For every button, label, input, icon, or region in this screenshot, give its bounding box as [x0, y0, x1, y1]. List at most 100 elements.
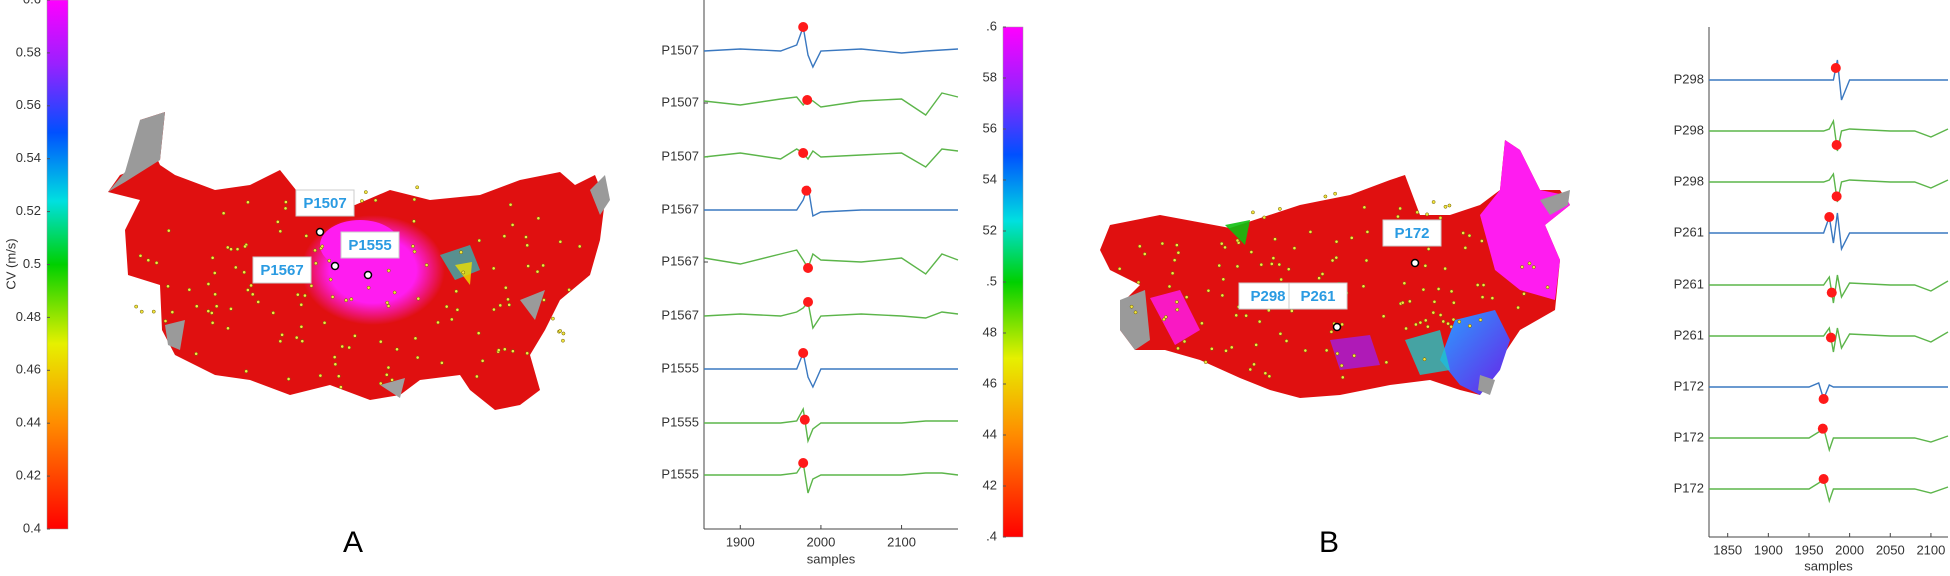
activation-marker	[801, 185, 812, 196]
map-point	[1142, 252, 1147, 256]
map-point	[1257, 319, 1262, 324]
trace-label: P172	[1674, 480, 1704, 495]
trace-label: P1567	[661, 201, 699, 216]
map-point	[412, 249, 417, 254]
map-anchor	[1332, 322, 1342, 332]
map-point	[444, 304, 449, 309]
map-label: P298	[1250, 288, 1285, 305]
map-point	[349, 297, 354, 302]
map-point	[1248, 367, 1253, 372]
map-point	[233, 265, 238, 270]
map-point	[1527, 261, 1532, 266]
colorbar-tick-label: 54	[983, 171, 997, 186]
map-point	[1423, 263, 1428, 268]
map-point	[1381, 314, 1386, 319]
map-point	[194, 304, 199, 309]
map-point	[1480, 295, 1485, 299]
map-point	[333, 362, 338, 367]
map-label-box	[1238, 282, 1298, 310]
map-point	[294, 335, 299, 340]
colorbar-tick-label: 0.58	[16, 44, 41, 59]
x-tick-label: 2000	[1835, 542, 1864, 557]
map-point	[1249, 250, 1254, 254]
colorbar-tick-label: 46	[983, 375, 997, 390]
map-point	[413, 336, 418, 341]
map-point	[412, 197, 417, 202]
activation-marker	[1826, 287, 1837, 298]
map-point	[1447, 203, 1452, 208]
map-point	[242, 270, 247, 275]
map-point	[1418, 320, 1423, 325]
trace-label: P1507	[661, 148, 699, 163]
map-point	[1217, 263, 1222, 268]
trace	[703, 300, 959, 330]
map-point	[378, 339, 383, 344]
map-point	[416, 296, 421, 301]
map-point	[392, 290, 397, 295]
map-point	[187, 287, 192, 292]
map-point	[256, 300, 261, 304]
map-point	[1408, 299, 1412, 304]
map-point	[1323, 194, 1328, 199]
map-point	[235, 247, 240, 251]
map-point	[366, 285, 371, 290]
trace	[703, 249, 959, 275]
map-point	[1457, 319, 1462, 324]
map-point	[1220, 293, 1225, 298]
map-point	[525, 351, 530, 356]
map-point	[1277, 262, 1282, 267]
map-point	[139, 309, 144, 314]
map-point	[541, 263, 545, 268]
map-point	[524, 235, 528, 239]
map-point	[353, 334, 357, 338]
map-point	[411, 244, 415, 249]
map-point	[1522, 291, 1526, 296]
map-point	[378, 381, 383, 386]
map-point	[170, 310, 175, 314]
map-point	[363, 190, 368, 194]
map-point	[1252, 362, 1256, 367]
map-point	[535, 269, 540, 274]
map-point	[246, 288, 250, 292]
map-point	[577, 244, 582, 249]
map-point	[328, 277, 333, 282]
map-label: P1567	[260, 262, 303, 279]
map-point	[415, 185, 420, 190]
map-point	[206, 309, 211, 313]
colorbar-tick-label: 56	[983, 120, 997, 135]
map-point	[246, 200, 250, 205]
trace	[1709, 59, 1948, 101]
map-point	[1329, 330, 1334, 334]
map-point	[1423, 318, 1428, 323]
colorbar-tick-label: 0.46	[16, 362, 41, 377]
map-point	[1478, 318, 1483, 322]
map-point	[1271, 256, 1276, 260]
map-point	[229, 247, 233, 252]
colorbar-label: CV (m/s)	[3, 238, 18, 289]
map-point	[506, 297, 510, 302]
map-point	[536, 216, 541, 221]
colorbar-tick-label: 0.52	[16, 203, 41, 218]
colorbar-tick-label: .5	[986, 273, 997, 288]
map-point	[1273, 237, 1277, 241]
map-point	[1335, 351, 1340, 356]
colorbar-tick-label: 0.54	[16, 150, 41, 165]
map-point	[194, 351, 198, 356]
x-tick-label: 2100	[1916, 542, 1945, 557]
map-point	[134, 304, 139, 309]
map-point	[502, 347, 507, 352]
map-point	[1129, 304, 1134, 309]
trace	[1709, 326, 1949, 353]
map-point	[1340, 375, 1345, 380]
activation-marker	[799, 414, 810, 425]
map-point	[1167, 284, 1172, 289]
map-point	[1330, 258, 1335, 263]
colorbar-tick-label: 0.4	[23, 520, 41, 535]
map-point	[1475, 283, 1480, 287]
trace-label: P298	[1674, 71, 1704, 86]
map-point	[1520, 265, 1524, 269]
map-point	[1175, 243, 1179, 247]
map-point	[330, 295, 335, 299]
map-point	[508, 202, 513, 207]
x-axis-label: samples	[1804, 558, 1853, 573]
